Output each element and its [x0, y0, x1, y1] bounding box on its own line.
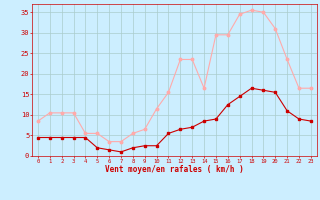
X-axis label: Vent moyen/en rafales ( km/h ): Vent moyen/en rafales ( km/h ): [105, 165, 244, 174]
